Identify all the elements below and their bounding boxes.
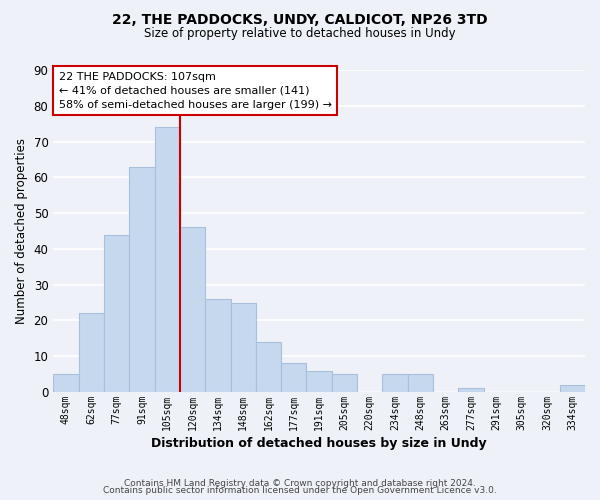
Bar [560, 385, 585, 392]
Bar [104, 234, 129, 392]
Bar [180, 228, 205, 392]
Bar [230, 302, 256, 392]
Y-axis label: Number of detached properties: Number of detached properties [15, 138, 28, 324]
Bar [155, 127, 180, 392]
Bar [408, 374, 433, 392]
Bar [53, 374, 79, 392]
Text: Contains public sector information licensed under the Open Government Licence v3: Contains public sector information licen… [103, 486, 497, 495]
Bar [256, 342, 281, 392]
Bar [79, 314, 104, 392]
Bar [458, 388, 484, 392]
Text: 22 THE PADDOCKS: 107sqm
← 41% of detached houses are smaller (141)
58% of semi-d: 22 THE PADDOCKS: 107sqm ← 41% of detache… [59, 72, 332, 110]
Bar [129, 166, 155, 392]
Bar [332, 374, 357, 392]
X-axis label: Distribution of detached houses by size in Undy: Distribution of detached houses by size … [151, 437, 487, 450]
Text: 22, THE PADDOCKS, UNDY, CALDICOT, NP26 3TD: 22, THE PADDOCKS, UNDY, CALDICOT, NP26 3… [112, 12, 488, 26]
Bar [281, 364, 307, 392]
Bar [382, 374, 408, 392]
Bar [307, 370, 332, 392]
Bar [205, 299, 230, 392]
Text: Size of property relative to detached houses in Undy: Size of property relative to detached ho… [144, 28, 456, 40]
Text: Contains HM Land Registry data © Crown copyright and database right 2024.: Contains HM Land Registry data © Crown c… [124, 478, 476, 488]
